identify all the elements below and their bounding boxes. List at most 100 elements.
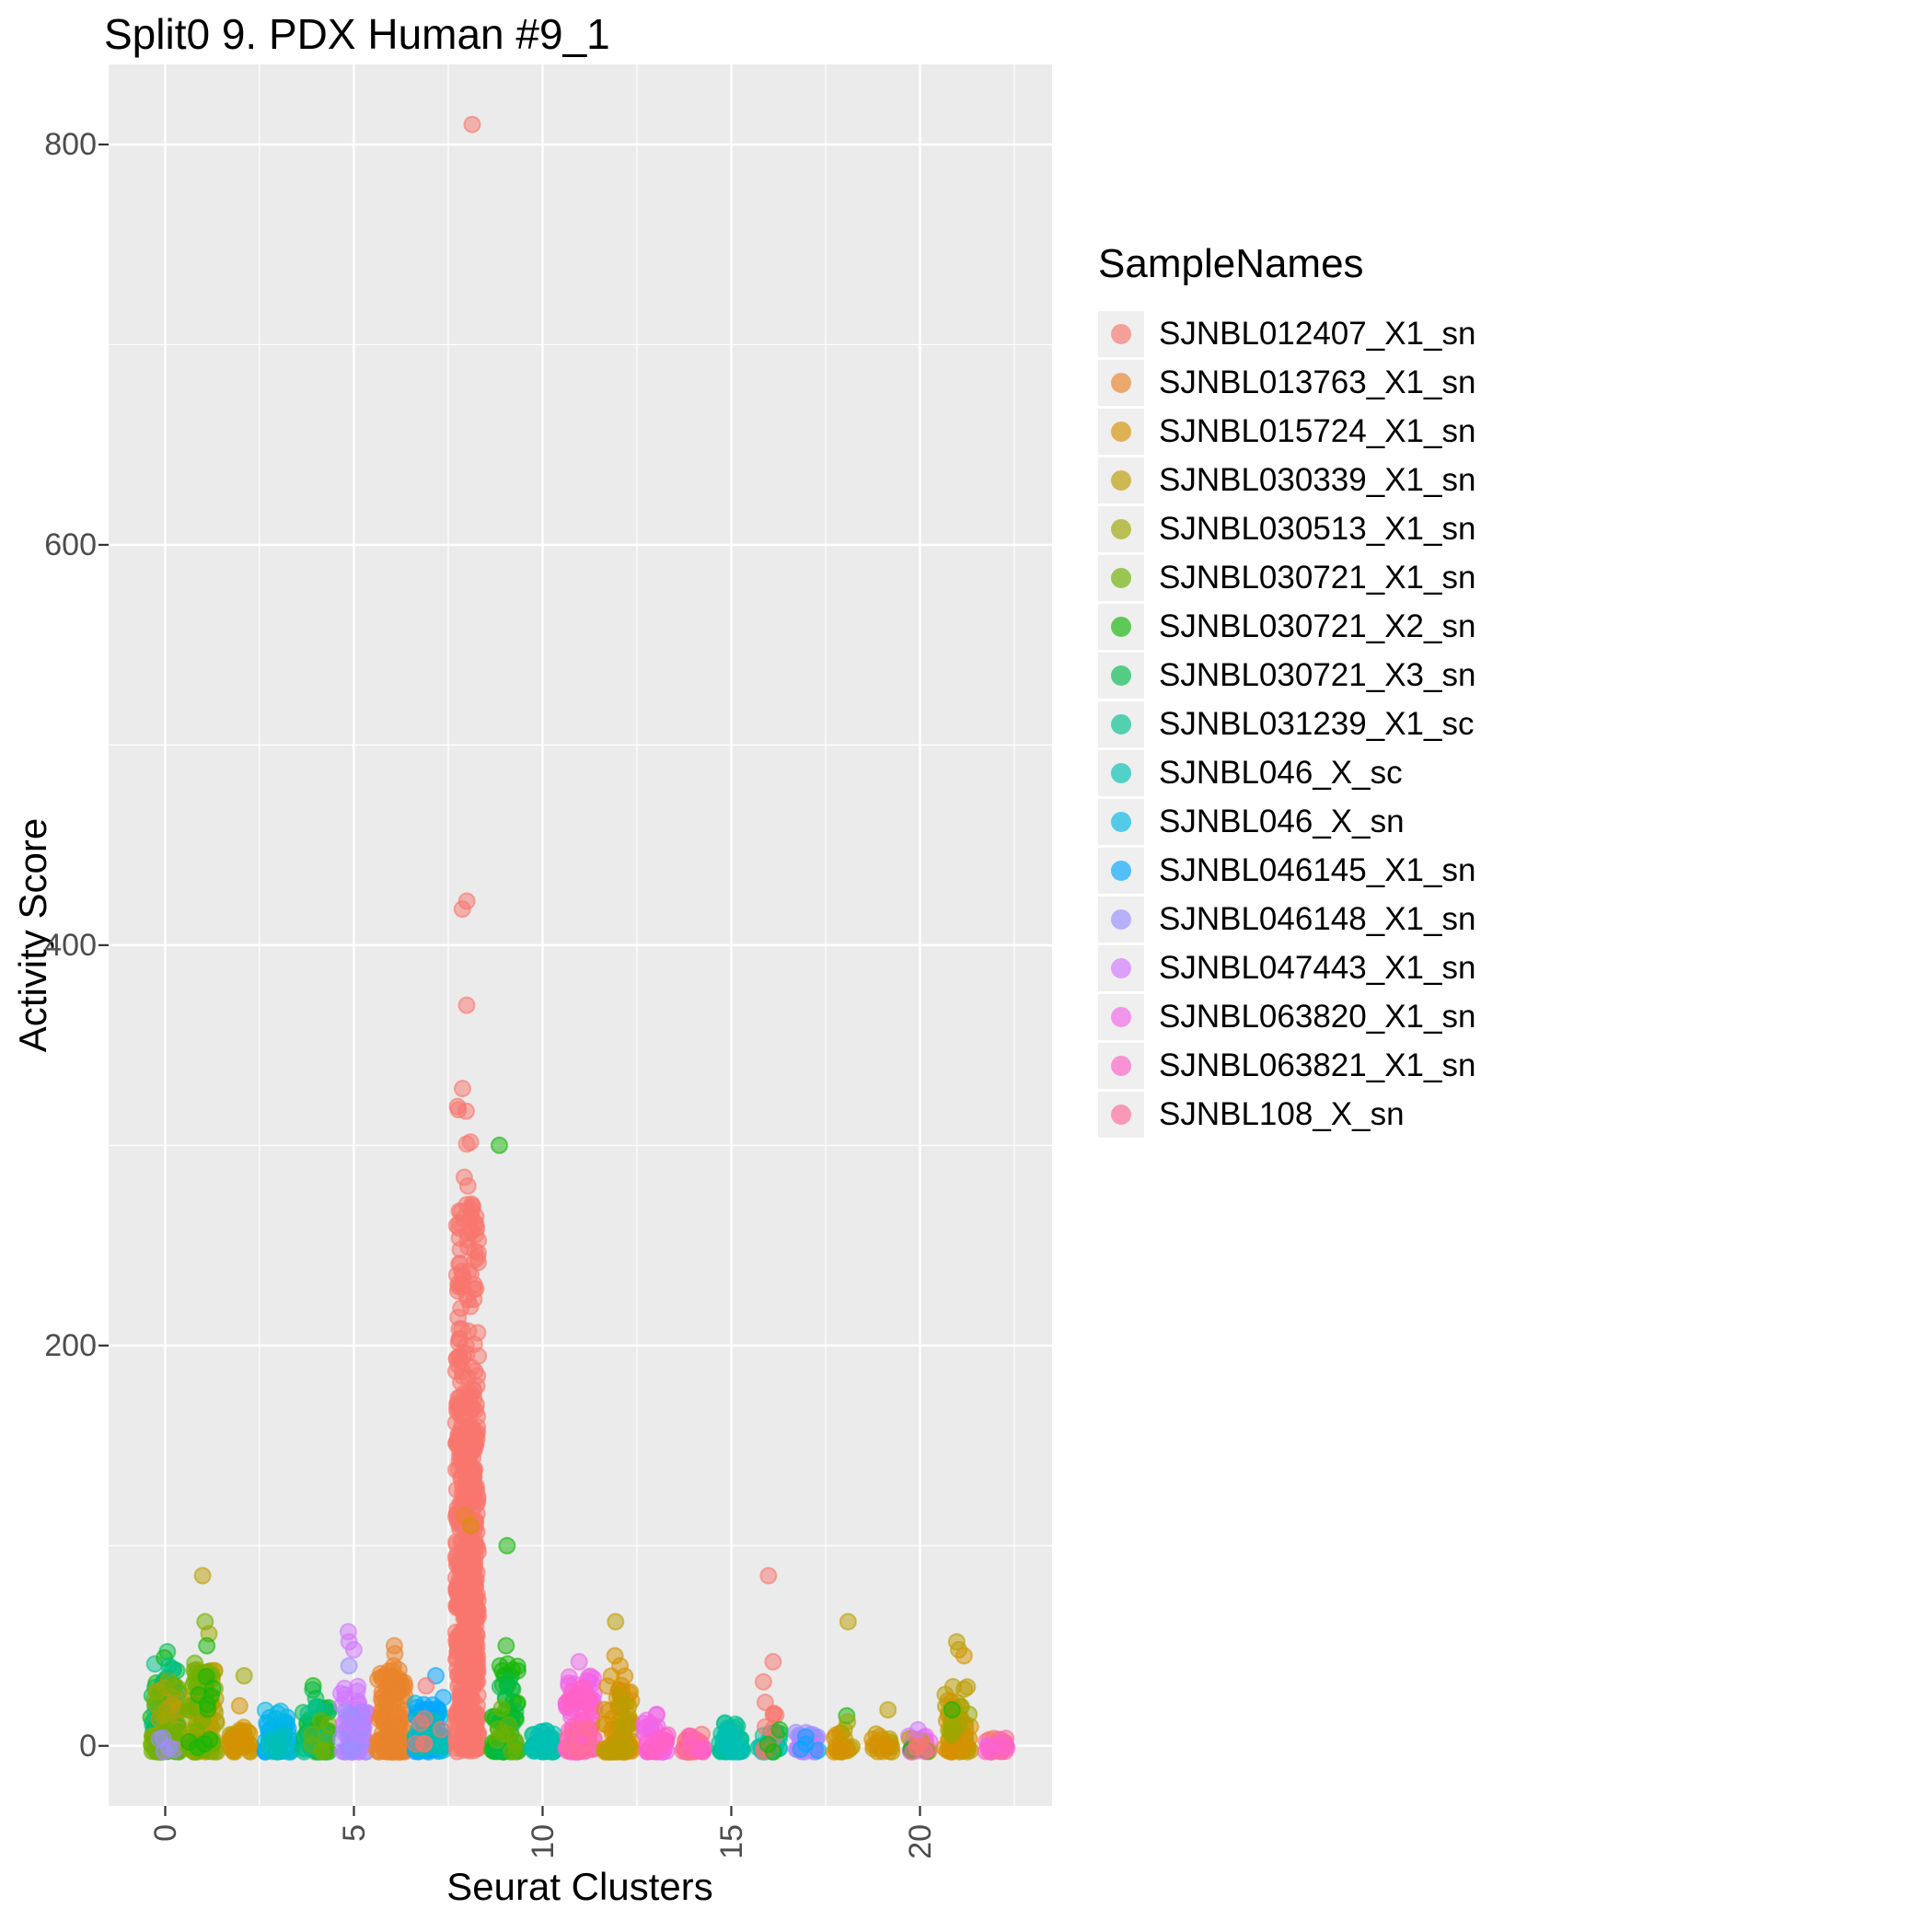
data-point (607, 1613, 625, 1631)
data-point (456, 1570, 473, 1589)
data-point (498, 1536, 516, 1555)
data-point (466, 1251, 484, 1268)
data-point (415, 1709, 434, 1728)
data-point (488, 1731, 506, 1749)
data-point (340, 1657, 358, 1675)
data-point (942, 1742, 960, 1761)
data-point (256, 1701, 274, 1719)
data-point (332, 1684, 350, 1703)
data-point (944, 1718, 963, 1736)
data-point (331, 1730, 350, 1748)
x-tick-label: 0 (147, 1824, 183, 1842)
data-point (758, 1735, 777, 1753)
data-point (863, 1730, 882, 1748)
data-point (160, 1657, 179, 1675)
data-point (839, 1713, 857, 1731)
data-point (452, 1299, 470, 1317)
data-point (448, 1545, 467, 1564)
data-point (197, 1668, 215, 1685)
data-point (536, 1732, 554, 1751)
data-point (353, 1718, 371, 1737)
data-point (463, 1460, 481, 1478)
data-point (879, 1701, 897, 1719)
data-point (193, 1567, 212, 1585)
data-point (463, 115, 481, 133)
data-point (341, 1706, 360, 1724)
data-point (469, 1407, 487, 1426)
data-point (492, 1699, 511, 1718)
data-point (450, 1320, 469, 1338)
data-point (235, 1667, 253, 1685)
data-point (344, 1640, 363, 1659)
data-point (457, 1196, 476, 1214)
data-point (827, 1726, 845, 1744)
data-point (198, 1695, 216, 1714)
data-point (506, 1736, 525, 1754)
data-point (756, 1694, 774, 1711)
data-point (166, 1677, 184, 1695)
data-point (567, 1720, 585, 1739)
data-point (180, 1701, 199, 1719)
y-tick-label: 800 (44, 126, 97, 162)
data-point (415, 1734, 434, 1753)
data-point (611, 1657, 630, 1675)
data-point (319, 1716, 338, 1734)
data-point (458, 1428, 477, 1446)
data-point (417, 1677, 435, 1695)
data-point (683, 1737, 701, 1755)
data-point (457, 1735, 475, 1753)
data-point (456, 1384, 474, 1403)
data-point (754, 1672, 772, 1691)
data-point (525, 1741, 542, 1760)
data-point (452, 1641, 470, 1660)
data-point (880, 1742, 898, 1761)
data-point (386, 1645, 404, 1663)
data-point (454, 1080, 471, 1098)
data-point (455, 1708, 473, 1727)
data-point (452, 1588, 470, 1606)
data-point (977, 1742, 995, 1761)
data-point (570, 1652, 588, 1671)
y-tick-label: 200 (44, 1327, 97, 1363)
x-tick-label: 10 (525, 1824, 561, 1859)
data-point (730, 1741, 748, 1759)
data-point (465, 1290, 483, 1309)
x-tick-label: 20 (902, 1824, 938, 1859)
data-point (457, 996, 476, 1014)
data-point (954, 1647, 973, 1665)
data-point (198, 1637, 216, 1655)
data-point (449, 1356, 468, 1374)
data-point (186, 1654, 204, 1672)
data-point (839, 1613, 857, 1631)
data-point (832, 1742, 850, 1761)
data-point (469, 1324, 487, 1342)
data-point (469, 1663, 487, 1682)
data-point (656, 1727, 675, 1745)
y-tick-label: 400 (44, 927, 97, 963)
data-point (457, 1102, 475, 1120)
data-point (461, 1133, 480, 1151)
data-point (195, 1735, 214, 1753)
data-point (958, 1678, 977, 1696)
data-point (571, 1742, 589, 1761)
points-layer (142, 115, 1016, 1761)
data-point (469, 1686, 487, 1705)
x-tick-label: 15 (713, 1824, 749, 1859)
data-point (646, 1742, 665, 1761)
data-point (383, 1717, 401, 1734)
data-point (145, 1690, 164, 1708)
data-point (389, 1660, 408, 1679)
data-point (759, 1567, 778, 1585)
data-point (465, 1537, 483, 1556)
data-point (993, 1742, 1012, 1761)
data-point (716, 1738, 735, 1756)
data-point (304, 1681, 322, 1699)
data-point (595, 1715, 613, 1733)
data-point (579, 1689, 597, 1707)
y-tick-label: 0 (79, 1728, 97, 1764)
data-point (448, 1399, 466, 1417)
data-point (908, 1720, 927, 1739)
data-point (318, 1741, 336, 1760)
